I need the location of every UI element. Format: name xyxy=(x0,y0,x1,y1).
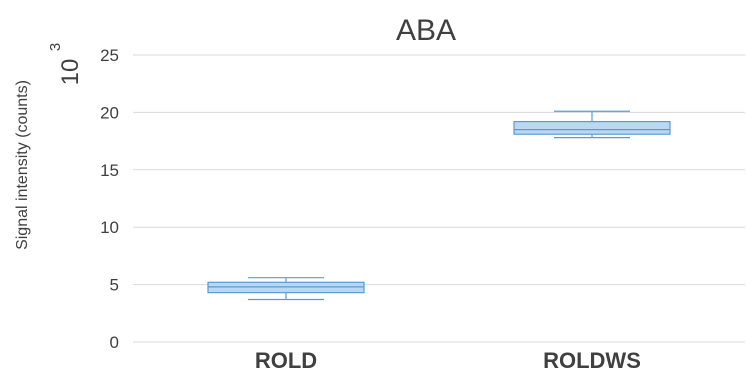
x-tick-label: ROLDWS xyxy=(543,348,641,372)
y-tick-label: 10 xyxy=(100,218,119,237)
box-series xyxy=(207,110,671,301)
x-tick-label: ROLD xyxy=(255,348,317,372)
y-tick-label: 5 xyxy=(110,276,119,295)
y-axis-multiplier-exponent: 3 xyxy=(47,43,64,51)
y-tick-label: 15 xyxy=(100,161,119,180)
y-axis-ticks: 0 5 10 15 20 25 xyxy=(100,46,119,352)
gridlines xyxy=(133,54,745,343)
box-rold xyxy=(207,277,365,301)
chart-title: ABA xyxy=(396,14,456,47)
y-tick-label: 25 xyxy=(100,46,119,65)
x-axis-ticks: ROLD ROLDWS xyxy=(255,348,641,372)
y-tick-label: 20 xyxy=(100,103,119,122)
y-axis-multiplier-base: 10 xyxy=(57,59,84,86)
box-roldws xyxy=(513,110,671,139)
y-tick-label: 0 xyxy=(110,333,119,352)
y-axis-label: Signal intensity (counts) xyxy=(14,80,31,250)
interquartile-box xyxy=(513,120,671,135)
